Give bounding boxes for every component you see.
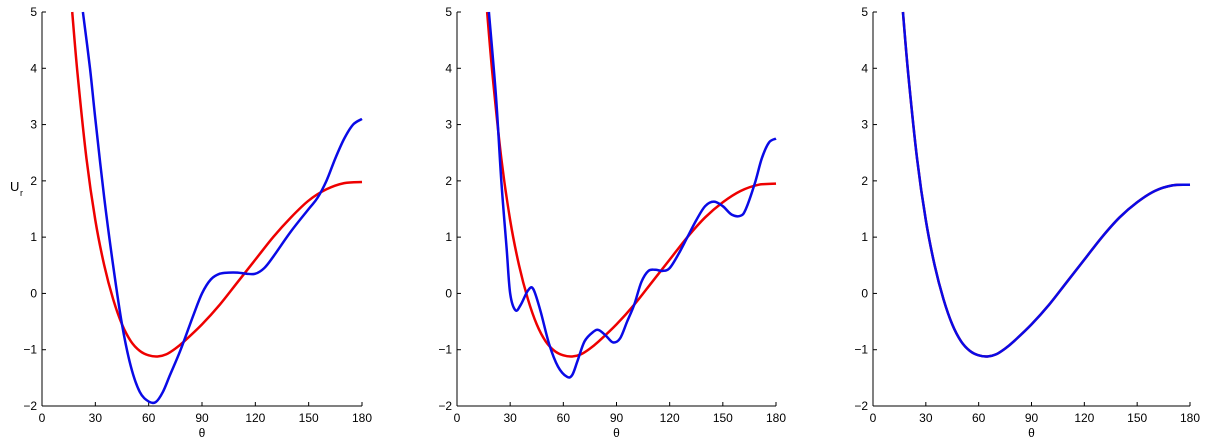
- y-tick-label: 0: [445, 286, 452, 300]
- y-tick-label: 0: [30, 286, 37, 300]
- series-line: [485, 11, 777, 358]
- series-line: [487, 11, 777, 379]
- x-tick-label: 150: [713, 411, 733, 425]
- y-tick-label: 2: [30, 174, 37, 188]
- x-tick-label: 60: [557, 411, 571, 425]
- x-tick-label: 60: [142, 411, 156, 425]
- x-tick-label: 180: [766, 411, 786, 425]
- y-tick-label: 1: [30, 230, 37, 244]
- x-tick-label: 120: [660, 411, 680, 425]
- x-tick-label: 180: [1180, 411, 1200, 425]
- y-axis-label: U: [10, 179, 19, 194]
- y-tick-label: 3: [861, 118, 868, 132]
- y-tick-label: 1: [861, 230, 868, 244]
- x-tick-label: 60: [972, 411, 986, 425]
- y-tick-label: 1: [445, 230, 452, 244]
- x-tick-label: 30: [919, 411, 933, 425]
- x-tick-label: 120: [1074, 411, 1094, 425]
- series-line: [901, 11, 1191, 358]
- x-tick-label: 0: [870, 411, 877, 425]
- y-axis-label-subscript: r: [20, 188, 23, 198]
- series-line: [70, 11, 363, 358]
- y-tick-label: 2: [445, 174, 452, 188]
- y-tick-label: 4: [861, 61, 868, 75]
- x-tick-label: 120: [245, 411, 265, 425]
- y-tick-label: 3: [445, 118, 452, 132]
- y-tick-label: 4: [445, 61, 452, 75]
- series-line: [81, 11, 363, 405]
- y-tick-label: −2: [23, 399, 37, 413]
- y-tick-label: 2: [861, 174, 868, 188]
- y-tick-label: −1: [438, 343, 452, 357]
- x-tick-label: 90: [1025, 411, 1039, 425]
- y-tick-label: 4: [30, 61, 37, 75]
- y-tick-label: 5: [30, 5, 37, 19]
- y-tick-label: 0: [861, 286, 868, 300]
- y-tick-label: −2: [854, 399, 868, 413]
- y-tick-label: 3: [30, 118, 37, 132]
- x-tick-label: 180: [352, 411, 372, 425]
- x-tick-label: 150: [1127, 411, 1147, 425]
- x-tick-label: 150: [299, 411, 319, 425]
- y-tick-label: −1: [854, 343, 868, 357]
- x-axis-label: θ: [613, 426, 620, 440]
- x-axis-label: θ: [199, 426, 206, 440]
- y-tick-label: 5: [861, 5, 868, 19]
- x-tick-label: 90: [195, 411, 209, 425]
- y-tick-label: −2: [438, 399, 452, 413]
- y-tick-label: 5: [445, 5, 452, 19]
- x-tick-label: 0: [39, 411, 46, 425]
- x-tick-label: 90: [610, 411, 624, 425]
- x-tick-label: 30: [503, 411, 517, 425]
- y-tick-label: −1: [23, 343, 37, 357]
- x-tick-label: 0: [454, 411, 461, 425]
- x-tick-label: 30: [89, 411, 103, 425]
- x-axis-label: θ: [1028, 426, 1035, 440]
